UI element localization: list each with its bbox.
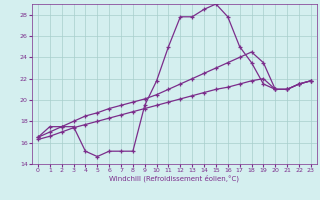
X-axis label: Windchill (Refroidissement éolien,°C): Windchill (Refroidissement éolien,°C) xyxy=(109,175,239,182)
